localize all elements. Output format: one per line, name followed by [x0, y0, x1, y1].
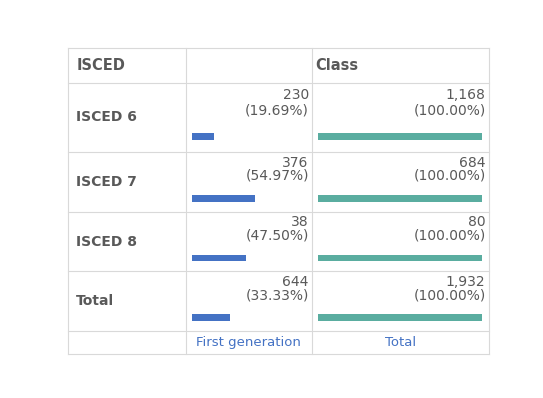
Text: (100.00%): (100.00%) — [413, 103, 485, 117]
Text: 644: 644 — [282, 275, 309, 289]
Text: (54.97%): (54.97%) — [245, 169, 309, 183]
Bar — [192, 133, 214, 140]
Text: First generation: First generation — [197, 336, 301, 349]
Text: 38: 38 — [291, 215, 309, 230]
Bar — [318, 133, 482, 140]
Text: (19.69%): (19.69%) — [245, 103, 309, 117]
Bar — [192, 314, 230, 321]
Text: ISCED 7: ISCED 7 — [76, 175, 137, 189]
Text: ISCED: ISCED — [76, 58, 125, 73]
Bar — [192, 255, 246, 261]
Text: 376: 376 — [282, 156, 309, 170]
Text: (100.00%): (100.00%) — [413, 228, 485, 243]
Text: ISCED 8: ISCED 8 — [76, 234, 137, 249]
Text: (33.33%): (33.33%) — [245, 289, 309, 302]
Text: 1,168: 1,168 — [446, 88, 485, 102]
Text: (100.00%): (100.00%) — [413, 169, 485, 183]
Bar — [318, 195, 482, 201]
Text: Class: Class — [315, 58, 359, 73]
Bar — [318, 314, 482, 321]
Text: ISCED 6: ISCED 6 — [76, 111, 137, 125]
Bar — [318, 255, 482, 261]
Text: 1,932: 1,932 — [446, 275, 485, 289]
Bar — [192, 195, 255, 201]
Text: 684: 684 — [459, 156, 485, 170]
Text: 80: 80 — [468, 215, 485, 230]
Text: Total: Total — [385, 336, 416, 349]
Text: (47.50%): (47.50%) — [245, 228, 309, 243]
Text: Total: Total — [76, 295, 115, 308]
Text: 230: 230 — [282, 88, 309, 102]
Text: (100.00%): (100.00%) — [413, 289, 485, 302]
